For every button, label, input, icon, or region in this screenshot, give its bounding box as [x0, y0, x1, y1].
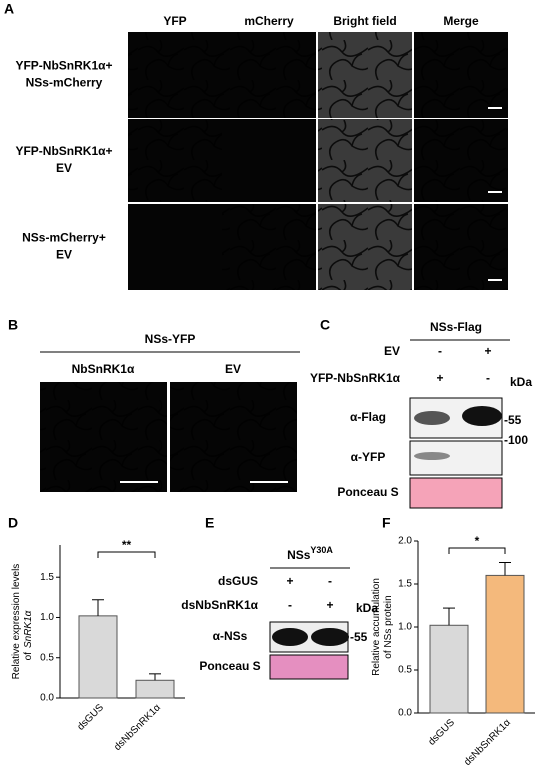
cell-pattern: [318, 204, 412, 290]
label: -55: [350, 630, 368, 644]
y-axis-label: Relative accumulationof NSs protein: [371, 578, 394, 676]
label: A: [4, 1, 14, 17]
ponceau-box: [409, 477, 503, 509]
line: SnRK1α: [23, 610, 34, 648]
line: Relative accumulation: [371, 578, 382, 676]
cell-pattern: [170, 382, 297, 492]
ponceau-box: [269, 654, 349, 680]
label: Ponceau S: [199, 659, 260, 673]
line: of: [23, 652, 34, 661]
superscript: Y30A: [310, 545, 333, 555]
bar: [78, 615, 118, 699]
label: -: [288, 598, 292, 612]
significance: *: [475, 534, 480, 548]
error-bar: [92, 599, 104, 616]
micrograph: [222, 119, 316, 202]
label: mCherry: [244, 14, 294, 28]
label: B: [8, 317, 18, 333]
x-tick-label: dsGUS: [75, 702, 106, 733]
cell-pattern: [40, 382, 167, 492]
label: YFP-NbSnRK1α+: [15, 144, 112, 158]
band: [311, 628, 349, 646]
y-tick-label: 0.5: [398, 665, 412, 676]
label: YFP: [163, 14, 186, 28]
label: -: [328, 574, 332, 588]
label: kDa: [356, 601, 378, 615]
y-tick-label: 0.5: [40, 652, 54, 663]
y-tick-label: 1.5: [398, 579, 412, 590]
cell-pattern: [318, 32, 412, 118]
label: α-YFP: [351, 450, 386, 464]
label: Ponceau S: [337, 485, 398, 499]
error-bar: [149, 673, 161, 681]
label: NSs-mCherry+: [22, 231, 106, 245]
label: Merge: [443, 14, 479, 28]
label: -55: [504, 413, 522, 427]
label: YFP-NbSnRK1α: [310, 371, 401, 385]
label: NSs-YFP: [145, 332, 196, 346]
label: NbSnRK1α: [72, 362, 135, 376]
cell-pattern: [414, 204, 508, 290]
x-tick-label: dsNbSnRK1α: [112, 702, 163, 753]
bar: [135, 679, 175, 699]
label: kDa: [510, 375, 532, 389]
bar: [485, 574, 525, 714]
label: α-NSs: [213, 629, 248, 643]
significance: **: [122, 538, 132, 552]
cell-pattern: [318, 119, 412, 202]
label: Bright field: [333, 14, 396, 28]
cell-pattern: [222, 204, 316, 290]
bar: [429, 624, 469, 714]
label: E: [205, 515, 214, 531]
line: of NSs protein: [383, 595, 394, 658]
label: F: [382, 515, 391, 531]
significance-bracket: [448, 547, 506, 554]
y-tick-label: 1.0: [40, 612, 54, 623]
label: α-Flag: [350, 410, 386, 424]
micrograph: [128, 204, 222, 290]
label: +: [436, 371, 443, 385]
cell-pattern: [414, 119, 508, 202]
label: +: [326, 598, 333, 612]
label: dsNbSnRK1α: [181, 598, 258, 612]
y-axis-label: Relative expression levelsof SnRK1α: [11, 564, 34, 680]
label: -100: [504, 433, 528, 447]
label: -: [438, 344, 442, 358]
label: D: [8, 515, 18, 531]
y-tick-label: 0.0: [398, 708, 412, 719]
label: EV: [384, 344, 400, 358]
label: +: [286, 574, 293, 588]
line: Relative expression levels: [11, 564, 22, 680]
cell-pattern: [128, 119, 222, 202]
label: dsGUS: [218, 574, 258, 588]
label: EV: [56, 248, 72, 262]
cell-pattern: [222, 32, 316, 118]
x-tick-label: dsGUS: [426, 717, 457, 748]
label: NSs-mCherry: [26, 76, 103, 90]
band: [272, 628, 308, 646]
label: YFP-NbSnRK1α+: [15, 59, 112, 73]
band: [462, 406, 502, 426]
y-tick-label: 1.5: [40, 572, 54, 583]
y-tick-label: 1.0: [398, 622, 412, 633]
y-tick-label: 0.0: [40, 693, 54, 704]
label: C: [320, 317, 330, 333]
label: +: [484, 344, 491, 358]
label: NSs-Flag: [430, 320, 482, 334]
error-bar: [499, 562, 511, 576]
error-bar: [443, 607, 455, 626]
label: NSsY30A: [287, 545, 333, 562]
label: EV: [225, 362, 241, 376]
band: [414, 411, 450, 425]
significance-bracket: [97, 551, 156, 558]
cell-pattern: [414, 32, 508, 118]
x-tick-label: dsNbSnRK1α: [462, 717, 513, 768]
label: EV: [56, 161, 72, 175]
cell-pattern: [128, 32, 222, 118]
y-tick-label: 2.0: [398, 536, 412, 547]
band: [414, 452, 450, 460]
label: -: [486, 371, 490, 385]
